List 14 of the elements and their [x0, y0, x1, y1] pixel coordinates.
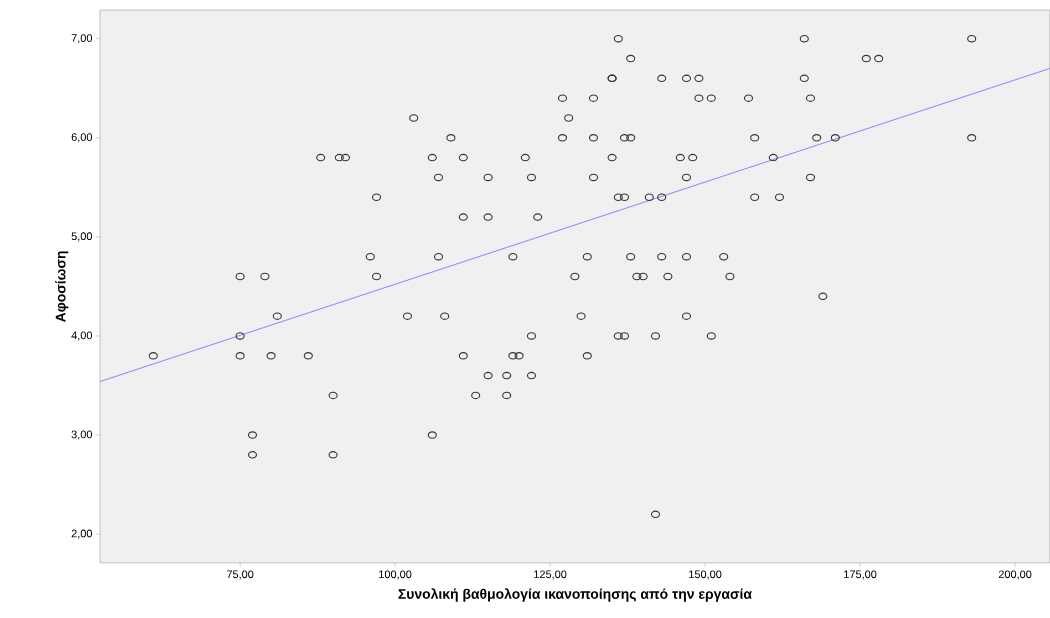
x-tick-label: 125,00 [534, 570, 567, 580]
y-tick-label: 6,00 [71, 133, 93, 143]
y-tick-label: 4,00 [71, 331, 93, 341]
x-tick-label: 200,00 [998, 570, 1032, 580]
x-tick-label: 75,00 [226, 570, 254, 580]
x-axis-title: Συνολική βαθμολογία ικανοποίησης από την εργασία [398, 588, 752, 602]
x-tick-label: 100,00 [379, 570, 412, 580]
y-tick-label: 2,00 [71, 529, 93, 539]
y-tick-label: 7,00 [71, 34, 93, 44]
x-tick-label: 175,00 [844, 570, 877, 580]
x-tick-label: 150,00 [689, 570, 722, 580]
y-tick-label: 5,00 [71, 232, 93, 242]
y-axis-title: Αφοσίωση [55, 251, 69, 323]
y-tick-label: 3,00 [71, 430, 93, 440]
